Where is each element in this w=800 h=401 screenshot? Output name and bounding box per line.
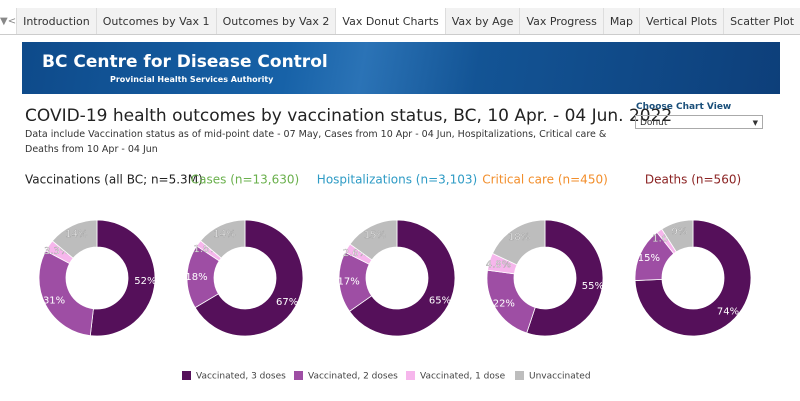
description: Data include Vaccination status as of mi… bbox=[25, 129, 607, 155]
legend-label: Vaccinated, 1 dose bbox=[420, 372, 506, 382]
tab[interactable]: Scatter Plot bbox=[723, 8, 800, 34]
charts: Vaccinations (all BC; n=5.3M) 52% 31% 3.3% 1… bbox=[25, 173, 752, 382]
chart-title: Hospitalizations (n=3,103) bbox=[317, 173, 477, 187]
tab-menu[interactable]: ▼ bbox=[0, 15, 8, 27]
tab[interactable]: Vax Progress bbox=[519, 8, 603, 34]
tab[interactable]: Vax Donut Charts bbox=[335, 8, 445, 34]
donut-segment bbox=[491, 219, 546, 266]
chart-title: Vaccinations (all BC; n=5.3M) bbox=[25, 173, 203, 187]
value-label: 15% bbox=[638, 253, 660, 264]
value-label: 22% bbox=[493, 299, 515, 310]
legend-swatch bbox=[182, 371, 191, 380]
donut-segment bbox=[349, 219, 398, 261]
value-label: 67% bbox=[276, 297, 298, 308]
value-label: 15% bbox=[364, 230, 386, 241]
tab-prev[interactable]: < bbox=[7, 15, 17, 27]
tab[interactable]: Map bbox=[602, 8, 640, 34]
value-label: 1.6% bbox=[652, 233, 677, 244]
legend-swatch bbox=[294, 371, 303, 380]
legend-swatch bbox=[515, 371, 524, 380]
chart-title: Critical care (n=450) bbox=[482, 173, 608, 187]
dropdown-arrow: ▼ bbox=[752, 119, 758, 127]
value-label: 31% bbox=[43, 296, 65, 307]
legend-swatch bbox=[406, 371, 415, 380]
tab[interactable]: Outcomes by Vax 2 bbox=[215, 8, 336, 34]
value-label: 17% bbox=[338, 277, 360, 288]
chart-title: Deaths (n=560) bbox=[645, 173, 741, 187]
donut-segment bbox=[38, 250, 94, 337]
heading: COVID-19 health outcomes by vaccination … bbox=[25, 106, 673, 126]
legend-label: Vaccinated, 3 doses bbox=[196, 372, 286, 382]
donut-segment bbox=[51, 219, 98, 259]
donut-segment bbox=[634, 219, 752, 337]
value-label: 1.8% bbox=[193, 244, 218, 255]
value-label: 14% bbox=[65, 229, 87, 240]
donut-segment bbox=[348, 219, 456, 337]
value-label: 52% bbox=[134, 276, 156, 287]
value-label: 18% bbox=[185, 272, 207, 283]
value-label: 3.3% bbox=[44, 246, 69, 257]
donut-segment bbox=[526, 219, 604, 337]
legend-label: Unvaccinated bbox=[529, 372, 591, 382]
tab[interactable]: Vax by Age bbox=[444, 8, 520, 34]
legend-label: Vaccinated, 2 doses bbox=[308, 372, 398, 382]
value-label: 2.6% bbox=[343, 248, 368, 259]
value-label: 18% bbox=[508, 232, 530, 243]
banner-subtitle: Provincial Health Services Authority bbox=[110, 75, 274, 84]
donut-segment bbox=[200, 219, 246, 259]
chart-view-dropdown[interactable]: Donut ▼ bbox=[635, 115, 763, 129]
value-label: 55% bbox=[582, 281, 604, 292]
tab[interactable]: Introduction bbox=[16, 8, 96, 34]
donut-segment bbox=[89, 219, 156, 337]
value-label: 14% bbox=[213, 229, 235, 240]
value-label: 9% bbox=[671, 226, 687, 237]
tab[interactable]: Vertical Plots bbox=[639, 8, 724, 34]
chart-view-value: Donut bbox=[640, 118, 668, 128]
donut-segment bbox=[661, 219, 694, 253]
banner: BC Centre for Disease Control Provincial… bbox=[22, 42, 780, 94]
banner-title: BC Centre for Disease Control bbox=[42, 52, 328, 72]
tab-bar: ▼ < Introduction Outcomes by Vax 1 Outcome… bbox=[0, 8, 800, 35]
value-label: 65% bbox=[429, 295, 451, 306]
chart-title: Cases (n=13,630) bbox=[191, 173, 299, 187]
value-label: 74% bbox=[717, 307, 739, 318]
tab[interactable]: Outcomes by Vax 1 bbox=[95, 8, 216, 34]
chart-view-label: Choose Chart View bbox=[636, 102, 732, 112]
donut-segment bbox=[194, 219, 304, 337]
value-label: 4.8% bbox=[486, 259, 511, 270]
